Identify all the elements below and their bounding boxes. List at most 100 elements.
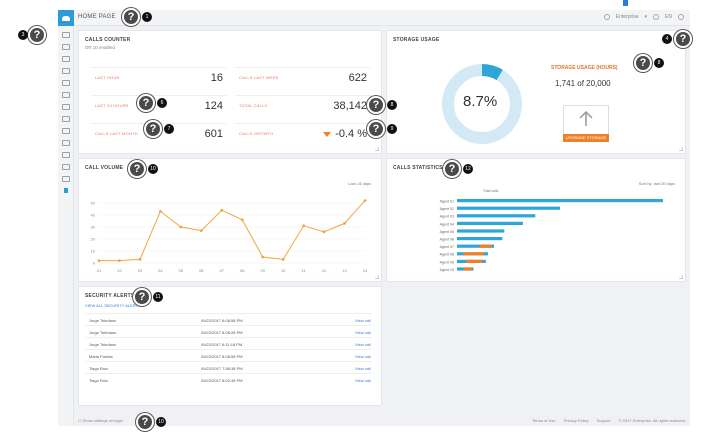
marker-number: 1 xyxy=(142,12,152,22)
category-label: Agent 05 xyxy=(440,230,454,234)
help-marker-icon[interactable]: ? xyxy=(28,26,46,44)
upgrade-box[interactable]: UPGRADE STORAGE xyxy=(563,105,609,142)
bar xyxy=(457,221,523,225)
view-call-link[interactable]: View call xyxy=(355,366,371,371)
settings-icon[interactable] xyxy=(603,14,610,20)
storage-panel: STORAGE USAGE 8.7% STORAGE USAGE (HOURS)… xyxy=(386,30,686,154)
lang-menu[interactable]: EN xyxy=(665,14,672,20)
help-marker-icon[interactable]: ? xyxy=(367,120,385,138)
sidebar-calendar-icon[interactable] xyxy=(62,116,70,122)
alert-time: 09/22/2017 8:08:58 PM xyxy=(201,318,243,323)
alert-time: 09/22/2017 8:02:48 PM xyxy=(201,378,243,383)
calls-counter-panel: CALLS COUNTER DR 10 enabled LAST HOUR 16… xyxy=(78,30,382,154)
dashboard: CALLS COUNTER DR 10 enabled LAST HOUR 16… xyxy=(74,26,690,426)
marker-number: 9 xyxy=(387,124,397,134)
help-marker-icon[interactable]: ? xyxy=(144,120,162,138)
help-marker-icon[interactable]: ? xyxy=(634,54,652,72)
help-marker-icon[interactable]: ? xyxy=(122,8,140,26)
bar xyxy=(457,206,560,210)
security-alerts-panel: SECURITY ALERTS VIEW ALL SECURITY ALERTS… xyxy=(78,286,382,406)
user-menu[interactable]: Enterprise xyxy=(615,14,639,20)
upgrade-storage-button[interactable]: UPGRADE STORAGE xyxy=(563,134,609,142)
x-tick-label: 07 xyxy=(220,268,225,273)
category-label: Agent 02 xyxy=(440,207,454,211)
sidebar-tools-icon[interactable] xyxy=(62,140,70,146)
call-stats-filter[interactable]: Sort by: last 30 days xyxy=(638,181,675,186)
calls-counter-title: CALLS COUNTER xyxy=(85,37,131,43)
globe-icon[interactable] xyxy=(653,14,660,20)
table-row: Tiago Ruiz 09/22/2017 7:58:38 PM View ca… xyxy=(85,361,371,373)
call-volume-filter[interactable]: Last 14 days xyxy=(348,181,371,186)
top-bar: HOME PAGE Enterprise ▾ EN xyxy=(58,10,690,26)
sidebar-admin-icon[interactable] xyxy=(62,152,70,158)
power-icon[interactable] xyxy=(678,14,684,20)
show-settings-checkbox[interactable]: ☐ Show settings on login xyxy=(78,418,123,423)
help-marker-icon[interactable]: ? xyxy=(133,288,151,306)
data-point xyxy=(261,255,265,259)
home-icon[interactable] xyxy=(58,10,74,26)
footer-link[interactable]: Privacy Policy xyxy=(563,418,589,423)
chevron-down-icon[interactable]: ▾ xyxy=(644,14,648,20)
view-call-link[interactable]: View call xyxy=(355,318,371,323)
help-marker-icon[interactable]: ? xyxy=(136,413,154,431)
resize-handle[interactable] xyxy=(679,275,683,279)
sidebar-calls-icon[interactable] xyxy=(62,44,70,50)
x-tick-label: 13 xyxy=(342,268,347,273)
trend-down-icon xyxy=(323,132,331,137)
counter-value: 622 xyxy=(348,72,367,84)
help-marker-icon[interactable]: ? xyxy=(443,160,461,178)
counter-value: 601 xyxy=(204,128,223,140)
view-call-link[interactable]: View call xyxy=(355,378,371,383)
category-label: Agent 09 xyxy=(440,260,454,264)
y-tick-label: 30 xyxy=(91,225,96,230)
x-tick-label: 06 xyxy=(199,268,204,273)
view-call-link[interactable]: View call xyxy=(355,330,371,335)
help-marker-icon[interactable]: ? xyxy=(137,94,155,112)
donut-usage-arc xyxy=(442,64,522,144)
view-all-alerts-link[interactable]: VIEW ALL SECURITY ALERTS xyxy=(85,303,141,308)
sidebar-home-icon[interactable] xyxy=(62,32,70,38)
sidebar-search-icon[interactable] xyxy=(62,56,70,62)
view-call-link[interactable]: View call xyxy=(355,342,371,347)
alert-user: Jorge Toledano xyxy=(89,318,117,323)
sidebar-alerts-icon[interactable] xyxy=(62,104,70,110)
resize-handle[interactable] xyxy=(375,275,379,279)
call-stats-panel: CALLS STATISTICS Sort by: last 30 days T… xyxy=(386,158,686,282)
sidebar-reports-icon[interactable] xyxy=(62,80,70,86)
data-point xyxy=(118,259,121,262)
marker-number: 7 xyxy=(164,124,174,134)
data-point xyxy=(322,230,326,234)
call-stats-legend: Total calls xyxy=(483,189,499,193)
help-marker-icon[interactable]: ? xyxy=(367,96,385,114)
call-volume-chart: 0 10 20 30 40 50 01 02 03 04 05 06 07 08 09 10 11 12 13 14 xyxy=(91,199,368,273)
help-marker-icon[interactable]: ? xyxy=(674,30,692,48)
sidebar-users-icon[interactable] xyxy=(62,68,70,74)
resize-handle[interactable] xyxy=(375,147,379,151)
view-call-link[interactable]: View call xyxy=(355,354,371,359)
security-alerts-title: SECURITY ALERTS xyxy=(85,293,135,299)
y-tick-label: 40 xyxy=(91,213,96,218)
bar xyxy=(457,237,503,241)
sidebar-settings-icon[interactable] xyxy=(62,164,70,170)
alert-user: Tiago Ruiz xyxy=(89,366,108,371)
storage-title: STORAGE USAGE xyxy=(393,37,440,43)
marker-number: 4 xyxy=(662,34,672,44)
bar xyxy=(457,244,495,248)
counter-cell: LAST HOUR 16 xyxy=(91,67,227,87)
x-tick-label: 14 xyxy=(363,268,368,273)
call-stats-title: CALLS STATISTICS xyxy=(393,165,443,171)
data-point xyxy=(343,222,346,225)
table-row: Jorge Toledano 09/22/2017 8:08:58 PM Vie… xyxy=(85,313,371,325)
data-point xyxy=(179,225,183,229)
help-marker-icon[interactable]: ? xyxy=(128,160,146,178)
page-title: HOME PAGE xyxy=(78,14,116,20)
footer-link[interactable]: Terms of Use xyxy=(532,418,556,423)
call-volume-title: CALL VOLUME xyxy=(85,165,124,171)
x-tick-label: 03 xyxy=(138,268,143,273)
sidebar-analytics-icon[interactable] xyxy=(62,92,70,98)
footer-link[interactable]: Support xyxy=(596,418,611,423)
sidebar-storage-icon[interactable] xyxy=(62,128,70,134)
resize-handle[interactable] xyxy=(679,147,683,151)
counter-label: LAST 24 HOURS xyxy=(95,103,129,108)
sidebar-logout-icon[interactable] xyxy=(62,176,70,182)
